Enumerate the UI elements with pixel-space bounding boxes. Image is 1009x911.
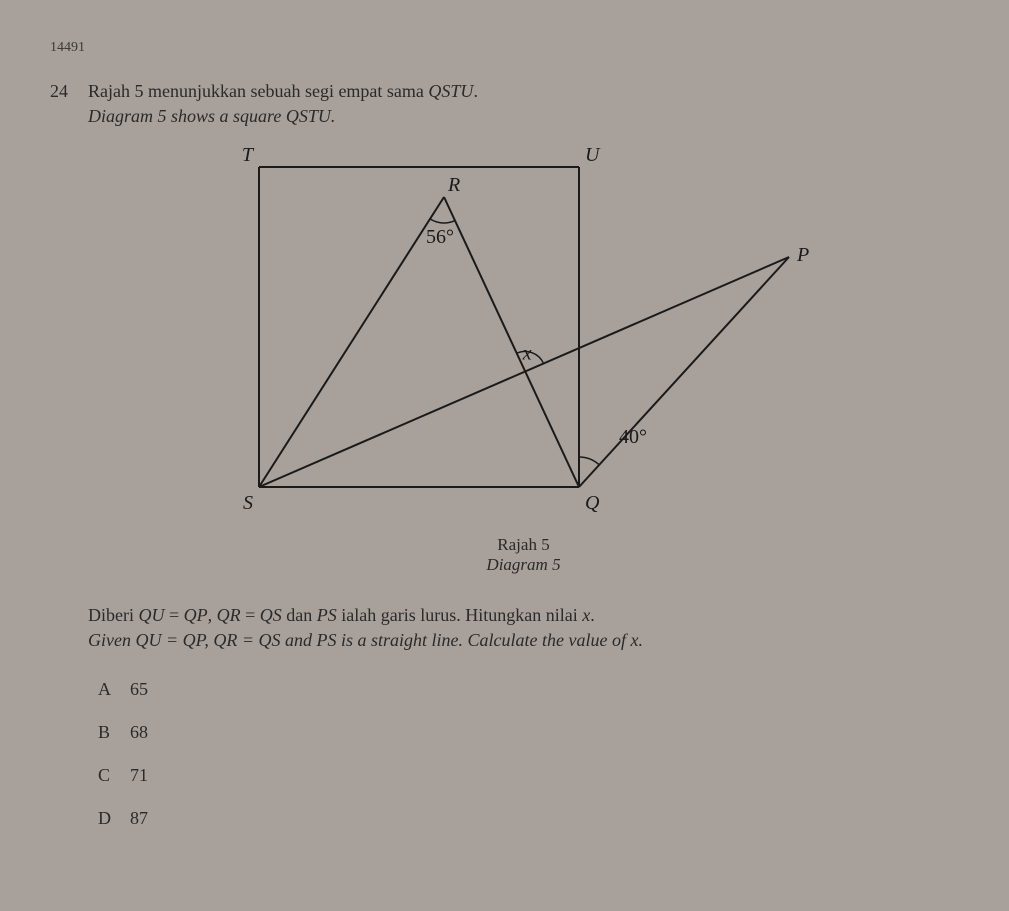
option-d: D87: [98, 808, 959, 829]
opt-a-letter: A: [98, 679, 130, 700]
opt-c-val: 71: [130, 765, 148, 785]
opt-c-letter: C: [98, 765, 130, 786]
svg-text:P: P: [796, 244, 809, 266]
prompt-en-post: .: [331, 106, 336, 126]
gm-eq1b: QP: [184, 605, 208, 625]
geometry-diagram: T U S Q R P 56° x 40°: [199, 147, 849, 527]
prompt-en-var: QSTU: [286, 106, 331, 126]
ge-ps: PS: [316, 630, 336, 650]
prompt-ms-var: QSTU: [428, 81, 473, 101]
gm-pre: Diberi: [88, 605, 138, 625]
ge-mid1: ,: [204, 630, 213, 650]
opt-b-val: 68: [130, 722, 148, 742]
diagram-caption: Rajah 5 Diagram 5: [88, 535, 959, 575]
svg-text:40°: 40°: [619, 426, 647, 448]
svg-text:x: x: [521, 342, 531, 364]
ge-pre: Given: [88, 630, 135, 650]
ge-eq2b: QS: [258, 630, 280, 650]
prompt-ms: Rajah 5 menunjukkan sebuah segi empat sa…: [88, 81, 959, 102]
caption-ms: Rajah 5: [88, 535, 959, 555]
prompt-en-pre: Diagram 5 shows a square: [88, 106, 286, 126]
ge-mid2: and: [280, 630, 316, 650]
gm-mid2: dan: [282, 605, 317, 625]
diagram-container: T U S Q R P 56° x 40°: [88, 147, 959, 527]
question-body: Rajah 5 menunjukkan sebuah segi empat sa…: [88, 81, 959, 851]
gm-mid1: ,: [208, 605, 217, 625]
option-a: A65: [98, 679, 959, 700]
option-c: C71: [98, 765, 959, 786]
ge-eq2a: QR: [213, 630, 237, 650]
svg-text:56°: 56°: [426, 226, 454, 248]
gm-eq2b: QS: [260, 605, 282, 625]
ge-eq1b: QP: [183, 630, 205, 650]
prompt-ms-pre: Rajah 5 menunjukkan sebuah segi empat sa…: [88, 81, 428, 101]
gm-eq2a: QR: [217, 605, 241, 625]
svg-text:R: R: [447, 174, 460, 196]
opt-d-val: 87: [130, 808, 148, 828]
svg-text:Q: Q: [585, 492, 600, 514]
prompt-en: Diagram 5 shows a square QSTU.: [88, 106, 959, 127]
svg-text:S: S: [243, 492, 253, 514]
caption-en: Diagram 5: [88, 555, 959, 575]
svg-text:T: T: [241, 147, 254, 166]
gm-eq1a: QU: [138, 605, 164, 625]
option-b: B68: [98, 722, 959, 743]
given-ms: Diberi QU = QP, QR = QS dan PS ialah gar…: [88, 605, 959, 626]
gm-ps: PS: [317, 605, 337, 625]
answer-options: A65 B68 C71 D87: [98, 679, 959, 829]
ge-eq1a: QU: [135, 630, 161, 650]
gm-end: .: [590, 605, 595, 625]
prompt-ms-post: .: [473, 81, 478, 101]
question-block: 24 Rajah 5 menunjukkan sebuah segi empat…: [50, 81, 959, 851]
given-en: Given QU = QP, QR = QS and PS is a strai…: [88, 630, 959, 651]
ge-post: is a straight line. Calculate the value …: [336, 630, 630, 650]
svg-text:U: U: [585, 147, 601, 166]
gm-post: ialah garis lurus. Hitungkan nilai: [337, 605, 582, 625]
opt-b-letter: B: [98, 722, 130, 743]
question-number: 24: [50, 81, 68, 851]
page-corner: 14491: [50, 40, 959, 56]
opt-a-val: 65: [130, 679, 148, 699]
ge-end: .: [638, 630, 643, 650]
opt-d-letter: D: [98, 808, 130, 829]
